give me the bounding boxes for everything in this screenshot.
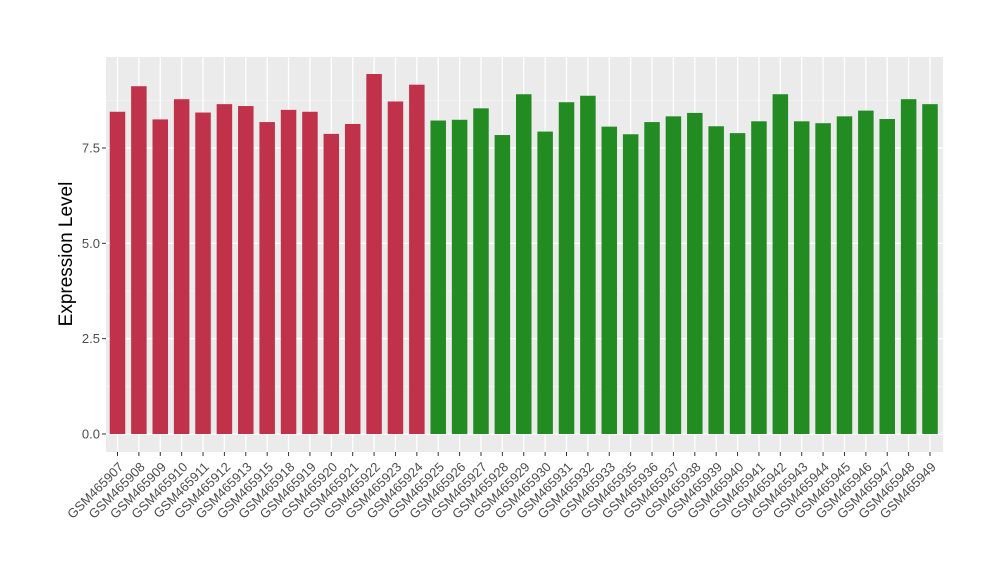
bar-GSM465932 [580, 95, 596, 434]
bar-GSM465937 [665, 116, 682, 434]
y-axis-label: Expression Level [56, 182, 77, 327]
bar-GSM465918 [280, 109, 297, 435]
bar-GSM465949 [922, 104, 938, 435]
bar-GSM465908 [131, 86, 147, 434]
bar-GSM465922 [366, 74, 382, 435]
bar-GSM465941 [751, 121, 767, 434]
bar-GSM465933 [601, 126, 618, 435]
bar-GSM465935 [622, 134, 639, 434]
bar-GSM465928 [494, 135, 511, 434]
bar-GSM465944 [815, 123, 831, 435]
bar-GSM465915 [259, 122, 275, 434]
bar-GSM465943 [793, 121, 810, 434]
bar-GSM465942 [772, 94, 789, 434]
bar-GSM465926 [451, 119, 468, 434]
bars [109, 74, 938, 435]
bar-GSM465927 [473, 108, 489, 434]
bar-GSM465936 [644, 122, 660, 434]
bar-GSM465911 [195, 112, 211, 434]
bar-GSM465945 [836, 116, 853, 434]
bar-GSM465930 [537, 131, 553, 434]
bar-GSM465924 [409, 84, 425, 434]
y-axis: 0.0 2.5 5.0 7.5 [82, 141, 106, 442]
y-tick-label: 5.0 [82, 236, 100, 251]
bar-GSM465920 [323, 133, 340, 434]
bar-GSM465923 [387, 101, 404, 434]
bar-GSM465931 [558, 102, 575, 435]
bar-GSM465919 [302, 111, 318, 435]
bar-GSM465909 [152, 119, 169, 435]
bar-GSM465939 [708, 126, 724, 434]
bar-GSM465907 [109, 111, 126, 435]
y-tick-label: 2.5 [82, 331, 100, 346]
bar-GSM465925 [430, 120, 446, 434]
bar-GSM465929 [516, 94, 532, 434]
bar-GSM465913 [238, 106, 254, 435]
bar-GSM465948 [900, 99, 917, 434]
bar-GSM465946 [858, 110, 874, 434]
bar-GSM465940 [729, 133, 746, 434]
y-tick-label: 7.5 [82, 141, 100, 156]
bar-GSM465921 [344, 123, 361, 434]
bar-GSM465947 [879, 119, 895, 435]
x-axis: GSM465907GSM465908GSM465909GSM465910GSM4… [64, 452, 939, 522]
y-tick-label: 0.0 [82, 427, 100, 442]
bar-GSM465912 [216, 104, 233, 435]
bar-GSM465910 [173, 99, 190, 434]
bar-GSM465938 [687, 112, 703, 435]
